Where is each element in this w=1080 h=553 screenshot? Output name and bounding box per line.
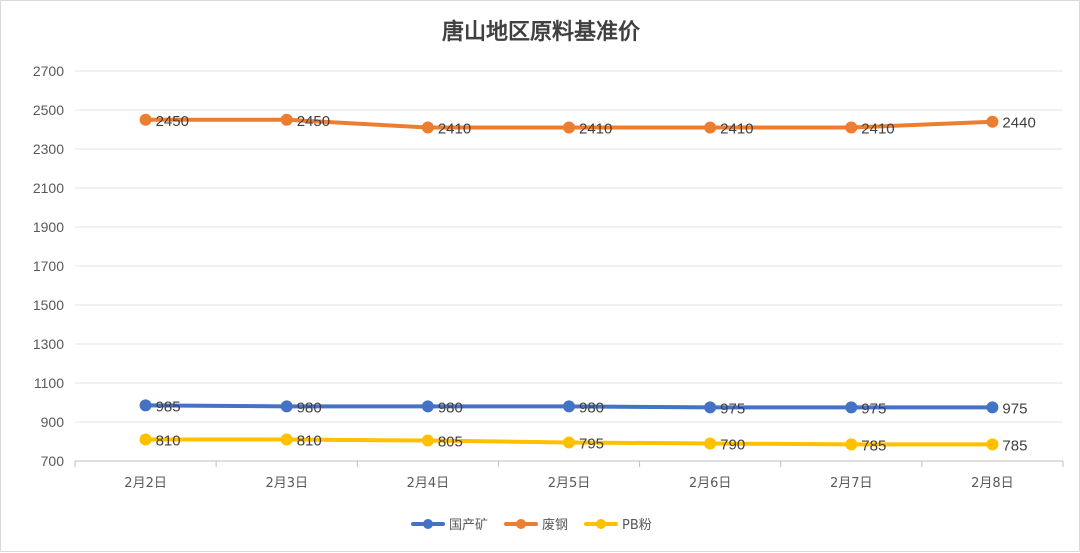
data-label: 2410 <box>579 121 612 138</box>
data-point <box>139 113 152 126</box>
legend-marker <box>516 519 526 529</box>
legend-item: PB粉 <box>584 518 652 533</box>
data-point <box>845 401 858 414</box>
x-axis: 2月2日 2月3日 2月4日 2月5日 2月6日 2月7日 2月8日 <box>74 461 1064 491</box>
data-label: 985 <box>156 398 181 415</box>
data-point <box>986 401 999 414</box>
data-label: 975 <box>861 400 886 417</box>
data-label: 2410 <box>720 121 753 138</box>
y-tick-label: 700 <box>41 453 65 469</box>
y-tick-label: 1700 <box>33 258 64 274</box>
y-tick-label: 1300 <box>33 336 64 352</box>
data-label: 980 <box>438 399 463 416</box>
data-label: 810 <box>156 433 181 450</box>
data-label: 975 <box>1002 400 1027 417</box>
data-label: 2450 <box>297 113 330 130</box>
data-point <box>421 400 434 413</box>
x-tick-label: 2月3日 <box>265 476 308 491</box>
data-point <box>280 400 293 413</box>
y-tick-label: 2100 <box>33 180 64 196</box>
y-tick-label: 2700 <box>33 63 64 79</box>
data-point <box>563 400 575 413</box>
legend-marker <box>423 519 433 529</box>
data-point <box>704 121 717 134</box>
data-point <box>845 438 858 451</box>
x-tick-label: 2月8日 <box>971 476 1014 491</box>
y-tick-label: 2500 <box>33 102 64 118</box>
data-label: 785 <box>1002 437 1027 454</box>
data-point <box>421 434 434 447</box>
legend-marker <box>596 519 606 529</box>
data-label: 805 <box>438 434 463 451</box>
x-tick-label: 2月2日 <box>124 476 167 491</box>
data-label: 790 <box>720 436 745 453</box>
data-point <box>704 437 717 450</box>
data-point <box>704 401 717 414</box>
data-point <box>845 121 858 134</box>
data-point <box>139 399 152 412</box>
data-label: 980 <box>297 399 322 416</box>
legend-label: 国产矿 <box>449 518 488 533</box>
y-tick-label: 1500 <box>33 297 64 313</box>
x-tick-label: 2月5日 <box>548 476 591 491</box>
gridlines <box>75 70 1063 462</box>
data-point <box>139 433 152 446</box>
x-tick-label: 2月4日 <box>407 476 450 491</box>
x-tick-label: 2月7日 <box>830 476 873 491</box>
data-label: 975 <box>720 400 745 417</box>
data-label: 795 <box>579 435 604 452</box>
legend-label: PB粉 <box>622 518 652 533</box>
data-point <box>280 113 293 126</box>
series-group <box>139 113 999 451</box>
data-label: 2440 <box>1002 115 1035 132</box>
data-label: 785 <box>861 437 886 454</box>
legend-item: 废钢 <box>504 517 568 533</box>
data-point <box>986 115 999 128</box>
legend-label: 废钢 <box>542 517 568 533</box>
data-point <box>563 121 575 134</box>
legend: 国产矿 废钢 PB粉 <box>411 517 652 533</box>
data-label: 810 <box>297 433 322 450</box>
y-tick-label: 2300 <box>33 141 64 157</box>
data-point <box>563 436 575 449</box>
y-tick-label: 1100 <box>34 375 64 391</box>
data-labels: 985 980 980 980 975 975 975 2450 2450 2410 2410 241… <box>156 113 1036 455</box>
data-point <box>421 121 434 134</box>
legend-item: 国产矿 <box>411 518 488 533</box>
data-label: 2410 <box>438 121 471 138</box>
x-tick-label: 2月6日 <box>689 476 732 491</box>
data-label: 2410 <box>861 121 894 138</box>
data-point <box>986 438 999 451</box>
data-label: 980 <box>579 399 604 416</box>
data-label: 2450 <box>156 113 189 130</box>
y-tick-label: 1900 <box>33 219 64 235</box>
data-point <box>280 433 293 446</box>
y-axis: 700 900 1100 1300 1500 1700 1900 2100 2300 2500 27… <box>33 63 64 469</box>
chart-title: 唐山地区原料基准价 <box>442 19 641 45</box>
y-tick-label: 900 <box>41 414 65 430</box>
